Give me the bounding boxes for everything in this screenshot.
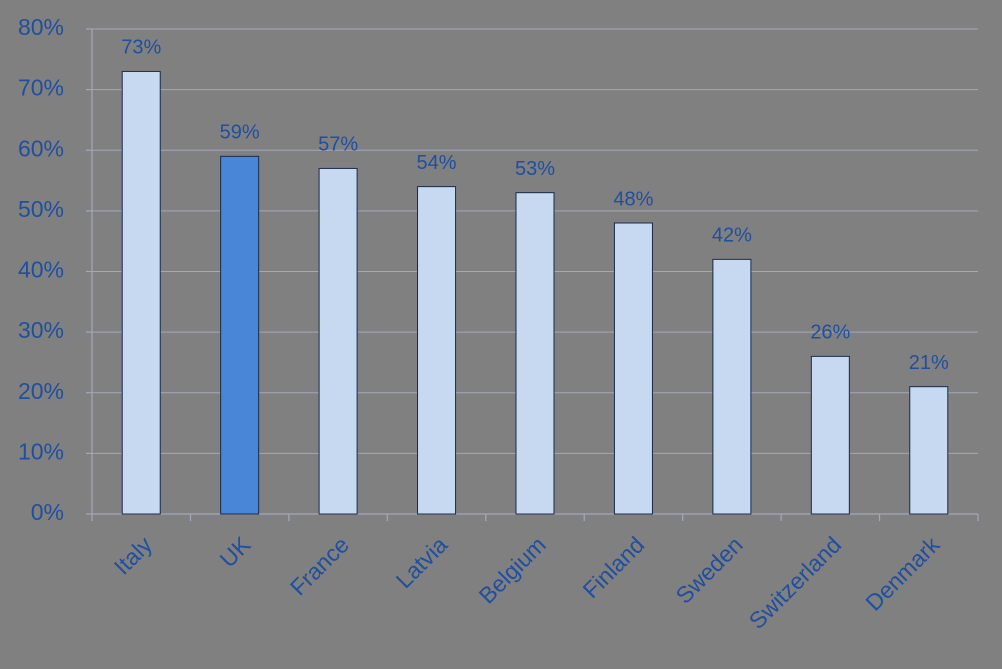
- data-label: 59%: [220, 122, 260, 144]
- x-tick-label: UK: [215, 531, 256, 572]
- bar: [318, 167, 358, 515]
- x-tick-label: Latvia: [391, 531, 453, 593]
- data-label: 57%: [318, 134, 358, 156]
- data-label: 48%: [613, 188, 653, 210]
- bar: [712, 258, 752, 515]
- y-tick-label: 10%: [18, 438, 64, 464]
- bar: [121, 70, 161, 515]
- bar: [417, 186, 457, 515]
- bar: [810, 355, 850, 515]
- x-tick-label: Switzerland: [744, 531, 846, 633]
- data-label: 42%: [712, 225, 752, 247]
- bar: [909, 386, 949, 515]
- y-tick-label: 60%: [18, 135, 64, 161]
- x-tick-label: Denmark: [860, 531, 945, 616]
- x-tick-label: Sweden: [671, 531, 748, 608]
- x-tick-label: Belgium: [474, 531, 551, 608]
- bar: [515, 192, 555, 515]
- bar: [220, 155, 260, 515]
- x-tick-label: Finland: [578, 531, 650, 603]
- y-tick-label: 20%: [18, 378, 64, 404]
- y-tick-label: 30%: [18, 317, 64, 343]
- y-tick-label: 80%: [18, 14, 64, 40]
- y-tick-label: 70%: [18, 75, 64, 101]
- y-tick-label: 50%: [18, 196, 64, 222]
- data-label: 21%: [909, 352, 949, 374]
- data-label: 73%: [121, 37, 161, 59]
- y-tick-label: 0%: [31, 499, 64, 525]
- bar: [613, 222, 653, 515]
- x-tick-label: Italy: [109, 531, 158, 580]
- data-label: 54%: [417, 152, 457, 174]
- x-tick-label: France: [285, 531, 354, 600]
- data-label: 53%: [515, 158, 555, 180]
- data-label: 26%: [810, 322, 850, 344]
- y-tick-label: 40%: [18, 257, 64, 283]
